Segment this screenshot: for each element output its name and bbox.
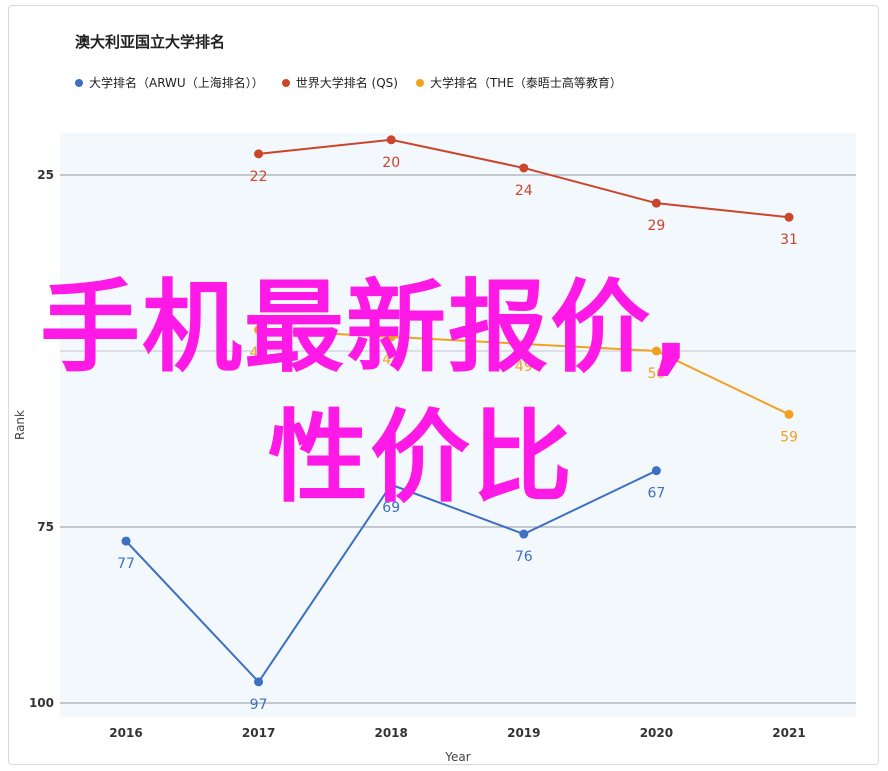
legend-swatch-the [415, 78, 424, 87]
data-label: 69 [382, 500, 400, 516]
data-point [519, 339, 529, 349]
data-point [386, 332, 396, 342]
data-label: 49 [515, 359, 533, 375]
data-point [254, 149, 264, 159]
x-tick-label: 2017 [242, 726, 275, 740]
data-point [784, 409, 794, 419]
x-tick-label: 2021 [772, 726, 805, 740]
x-axis-title: Year [444, 750, 470, 764]
y-tick-label: 75 [37, 520, 54, 534]
y-tick-label: 100 [29, 696, 54, 710]
data-label: 22 [250, 169, 268, 185]
legend-swatch-arwu [75, 78, 83, 87]
chart-legend: 大学排名（ARWU（上海排名）） 世界大学排名 (QS) 大学排名（THE（泰晤… [75, 74, 622, 91]
overlay-text-line1: 手机最新报价, [40, 269, 692, 386]
data-point [386, 480, 396, 490]
y-axis-title: Rank [13, 410, 27, 440]
data-label: 59 [780, 429, 798, 445]
legend-item-qs[interactable]: 世界大学排名 (QS) [281, 74, 398, 91]
legend-label-arwu: 大学排名（ARWU（上海排名）） [89, 76, 264, 90]
data-point [651, 346, 661, 356]
legend-label-the: 大学排名（THE（泰晤士高等教育） [429, 76, 622, 90]
data-point [784, 212, 794, 222]
data-label: 24 [515, 183, 533, 199]
data-label: 67 [647, 486, 665, 502]
data-point [254, 325, 264, 335]
data-point [519, 529, 529, 539]
data-label: 29 [647, 218, 665, 234]
plot-area [60, 133, 856, 717]
data-point [519, 163, 529, 173]
data-point [651, 198, 661, 208]
data-label: 77 [117, 556, 135, 572]
data-point [651, 466, 661, 476]
data-point [386, 135, 396, 145]
chart-title: 澳大利亚国立大学排名 [75, 33, 226, 51]
x-tick-label: 2016 [109, 726, 142, 740]
data-label: 76 [515, 549, 533, 565]
x-tick-label: 2020 [640, 726, 673, 740]
data-label: 20 [382, 155, 400, 171]
data-label: 48 [382, 352, 400, 368]
data-label: 31 [780, 232, 798, 248]
data-point [254, 677, 264, 687]
legend-swatch-qs [281, 78, 290, 87]
data-label: 50 [647, 366, 665, 382]
legend-item-arwu[interactable]: 大学排名（ARWU（上海排名）） [75, 74, 264, 91]
data-label: 47 [250, 345, 268, 361]
legend-label-qs: 世界大学排名 (QS) [295, 76, 398, 90]
y-tick-label: 25 [37, 168, 54, 182]
data-label: 97 [250, 697, 268, 713]
x-tick-label: 2018 [374, 726, 407, 740]
legend-item-the[interactable]: 大学排名（THE（泰晤士高等教育） [415, 74, 622, 91]
x-tick-label: 2019 [507, 726, 540, 740]
overlay-text-line2: 性价比 [268, 399, 574, 516]
data-point [121, 536, 131, 546]
